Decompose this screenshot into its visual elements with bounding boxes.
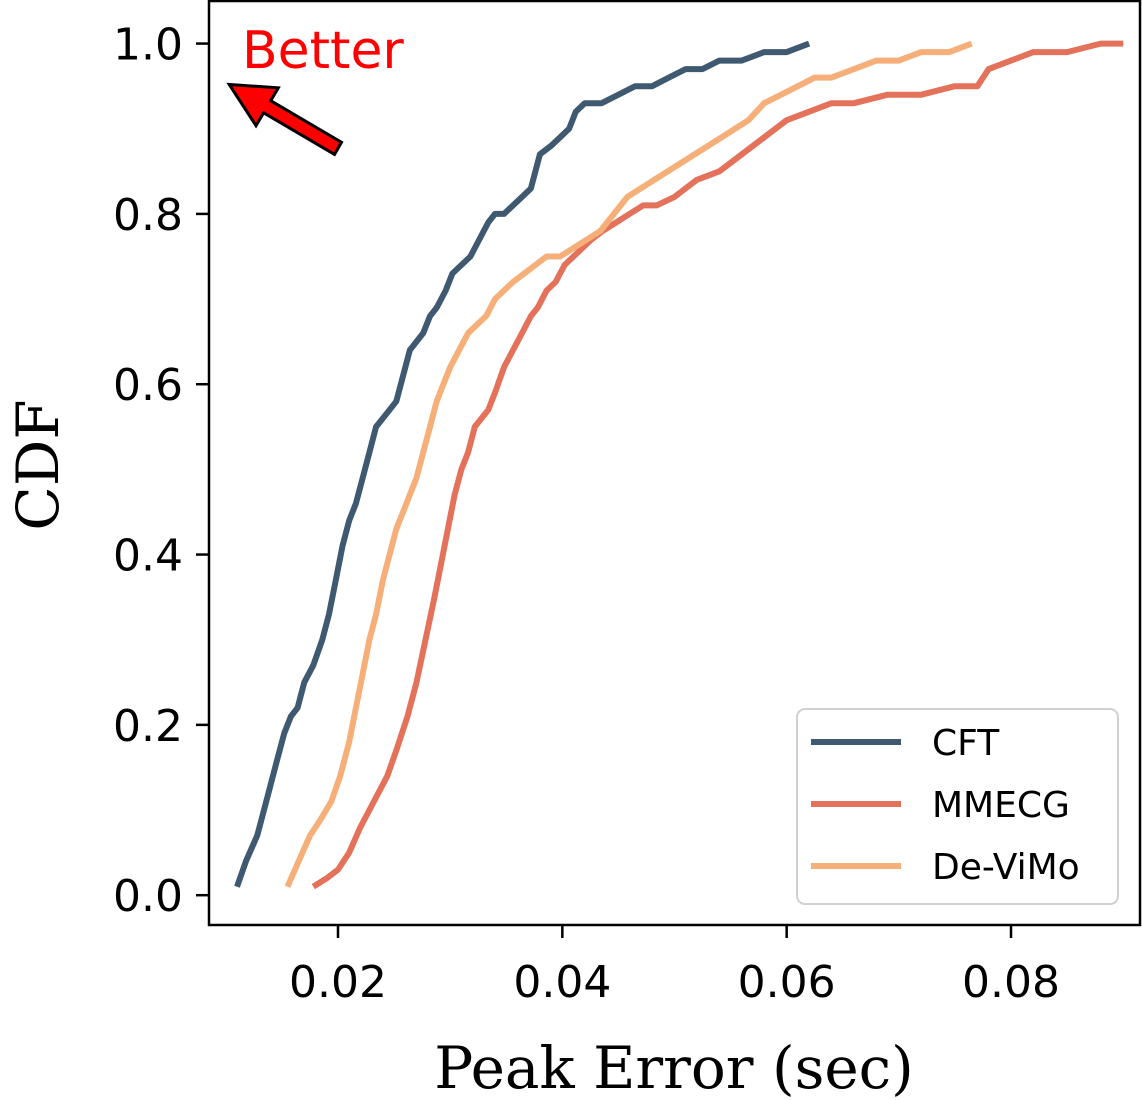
better-label: Better — [242, 21, 404, 81]
legend-label-mmecg: MMECG — [932, 785, 1070, 826]
series-line-de-vimo — [284, 40, 973, 888]
y-tick-label: 0.4 — [113, 531, 183, 582]
x-tick-label: 0.08 — [962, 957, 1060, 1008]
series-line-cft — [234, 40, 811, 888]
x-axis-ticks: 0.02 0.04 0.06 0.08 — [289, 925, 1060, 1008]
annotation: Better — [226, 21, 404, 157]
y-tick-label: 0.6 — [113, 360, 183, 411]
series-line-mmecg — [311, 40, 1124, 890]
x-tick-label: 0.04 — [513, 957, 611, 1008]
legend-label-cft: CFT — [932, 723, 1000, 764]
y-tick-label: 1.0 — [113, 20, 183, 71]
legend-frame — [796, 708, 1119, 905]
y-axis-title: CDF — [4, 399, 72, 530]
series-layer — [234, 40, 1124, 890]
axes — [207, 0, 1142, 927]
y-tick-label: 0.2 — [113, 701, 183, 752]
x-tick-label: 0.06 — [738, 957, 836, 1008]
legend-label-de-vimo: De-ViMo — [932, 847, 1080, 888]
y-axis-ticks: 0.0 0.2 0.4 0.6 0.8 1.0 — [113, 20, 209, 922]
better-arrow — [226, 82, 344, 157]
y-tick-label: 0.0 — [113, 871, 183, 922]
x-tick-label: 0.02 — [289, 957, 387, 1008]
legend: CFT MMECG De-ViMo — [796, 708, 1119, 905]
plot-frame — [207, 0, 1142, 927]
y-tick-label: 0.8 — [113, 190, 183, 241]
x-axis-title: Peak Error (sec) — [434, 1034, 914, 1100]
